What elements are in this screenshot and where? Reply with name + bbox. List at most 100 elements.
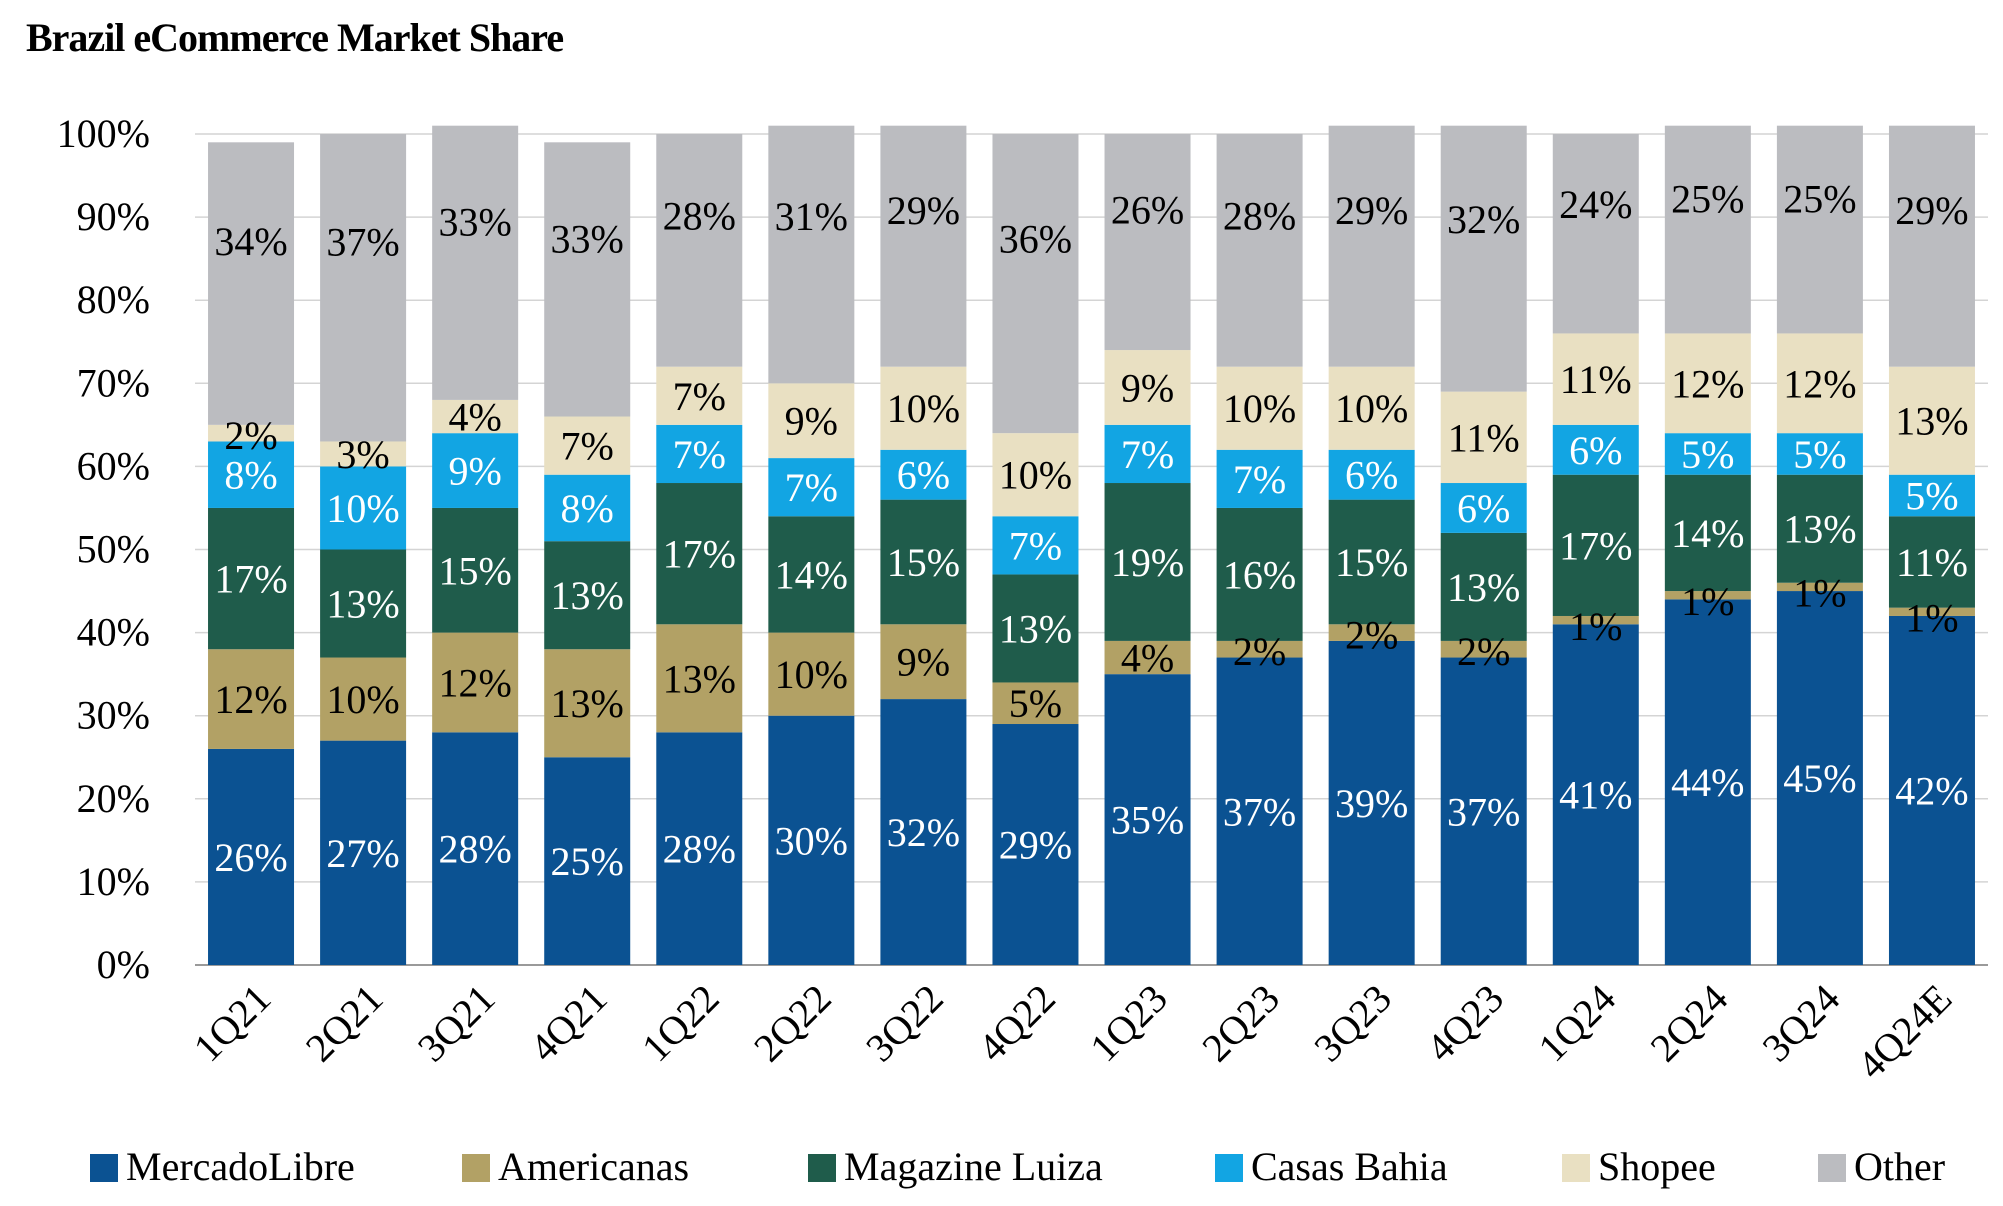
bar-segment-americanas: [208, 649, 295, 749]
bar-segment-americanas: [1888, 607, 1975, 616]
data-label: 15%: [438, 548, 511, 593]
bar-segment-other: [768, 125, 855, 384]
data-label: 4%: [1121, 636, 1174, 681]
data-label: 7%: [561, 424, 614, 469]
bar-segment-mercadolibre: [544, 757, 631, 965]
data-label: 10%: [326, 486, 399, 531]
data-label: 13%: [999, 606, 1072, 651]
legend: MercadoLibre Americanas Magazine Luiza Casa…: [90, 1144, 1945, 1189]
data-label: 10%: [326, 677, 399, 722]
bar-segment-shopee: [1888, 366, 1975, 475]
bar-segment-other: [656, 134, 743, 367]
data-label: 19%: [1111, 540, 1184, 585]
bar-segment-mercadolibre: [768, 715, 855, 965]
x-tick-label: 1Q23: [1081, 976, 1176, 1071]
legend-label: Casas Bahia: [1251, 1144, 1448, 1189]
bar-segment-americanas: [656, 624, 743, 733]
data-label: 10%: [1335, 386, 1408, 431]
x-tick-label: 1Q21: [185, 976, 280, 1071]
y-tick-label: 10%: [77, 859, 150, 904]
bar-segment-magazine-luiza: [1888, 516, 1975, 608]
x-tick-label: 2Q23: [1193, 976, 1288, 1071]
bar-segment-magazine-luiza: [1552, 474, 1639, 616]
data-label: 10%: [775, 652, 848, 697]
data-label: 10%: [1223, 386, 1296, 431]
y-tick-label: 20%: [77, 776, 150, 821]
data-label: 2%: [1345, 612, 1398, 657]
bar-segment-other: [1440, 125, 1527, 392]
bar-segment-casas-bahia: [208, 441, 295, 508]
data-label: 28%: [663, 827, 736, 872]
bar-segment-casas-bahia: [1776, 433, 1863, 475]
data-label: 35%: [1111, 798, 1184, 843]
data-label: 37%: [326, 220, 399, 265]
data-label: 28%: [1223, 193, 1296, 238]
bar-segment-americanas: [768, 632, 855, 716]
bar-segment-other: [1776, 125, 1863, 334]
data-label: 6%: [1569, 428, 1622, 473]
legend-swatch-other: [1818, 1154, 1846, 1182]
bar-segment-mercadolibre: [656, 732, 743, 965]
data-label: 9%: [448, 449, 501, 494]
data-label: 3%: [336, 432, 389, 477]
data-label: 9%: [785, 399, 838, 444]
legend-swatch-mercadolibre: [90, 1154, 118, 1182]
data-label: 13%: [1895, 399, 1968, 444]
bar-segment-magazine-luiza: [208, 507, 295, 650]
data-label: 30%: [775, 818, 848, 863]
bar-segment-mercadolibre: [1776, 591, 1863, 965]
data-label: 1%: [1793, 571, 1846, 616]
bar-segment-magazine-luiza: [880, 499, 967, 625]
data-label: 1%: [1905, 596, 1958, 641]
data-label: 29%: [1335, 188, 1408, 233]
data-label: 10%: [887, 386, 960, 431]
data-label: 7%: [673, 374, 726, 419]
y-tick-label: 30%: [77, 693, 150, 738]
data-label: 37%: [1447, 789, 1520, 834]
data-label: 28%: [438, 827, 511, 872]
bar-segment-americanas: [544, 649, 631, 758]
data-label: 13%: [1783, 507, 1856, 552]
data-label: 33%: [551, 216, 624, 261]
bar-segment-shopee: [992, 433, 1079, 517]
bar-segment-other: [1216, 134, 1303, 367]
legend-label: Shopee: [1598, 1144, 1716, 1189]
data-label: 2%: [1233, 629, 1286, 674]
bar-segment-casas-bahia: [1104, 424, 1191, 484]
data-label: 12%: [1783, 361, 1856, 406]
bar-segment-other: [544, 142, 631, 417]
data-label: 9%: [1121, 365, 1174, 410]
bar-segment-americanas: [1552, 615, 1639, 625]
bar-segment-other: [1552, 134, 1639, 334]
bar-segment-americanas: [1216, 640, 1303, 658]
data-label: 14%: [1671, 511, 1744, 556]
data-label: 25%: [551, 839, 624, 884]
bar-segment-casas-bahia: [1440, 483, 1527, 533]
x-tick-label: 2Q22: [745, 976, 840, 1071]
y-tick-label: 60%: [77, 443, 150, 488]
bar-segment-magazine-luiza: [1216, 507, 1303, 641]
bar-segment-americanas: [320, 657, 407, 741]
data-label: 8%: [224, 453, 277, 498]
bar-segment-americanas: [1104, 640, 1191, 675]
legend-swatch-shopee: [1562, 1154, 1590, 1182]
data-label: 11%: [1560, 357, 1632, 402]
data-label: 36%: [999, 217, 1072, 262]
y-tick-label: 80%: [77, 277, 150, 322]
data-label: 39%: [1335, 781, 1408, 826]
bar-segment-casas-bahia: [544, 474, 631, 542]
data-label: 12%: [214, 677, 287, 722]
x-tick-label: 1Q22: [633, 976, 728, 1071]
bar-segment-americanas: [432, 632, 519, 733]
x-axis-ticks: 1Q21 2Q21 3Q21 4Q21 1Q22 2Q22 3Q22 4Q22 1Q23 2Q23…: [185, 976, 1961, 1088]
data-label: 32%: [887, 810, 960, 855]
legend-label: Magazine Luiza: [844, 1144, 1103, 1189]
y-tick-label: 40%: [77, 610, 150, 655]
x-tick-label: 4Q21: [521, 976, 616, 1071]
y-tick-label: 70%: [77, 360, 150, 405]
bar-segment-casas-bahia: [1888, 474, 1975, 517]
data-label: 7%: [785, 465, 838, 510]
bar-segment-other: [1328, 125, 1415, 367]
data-label: 44%: [1671, 760, 1744, 805]
